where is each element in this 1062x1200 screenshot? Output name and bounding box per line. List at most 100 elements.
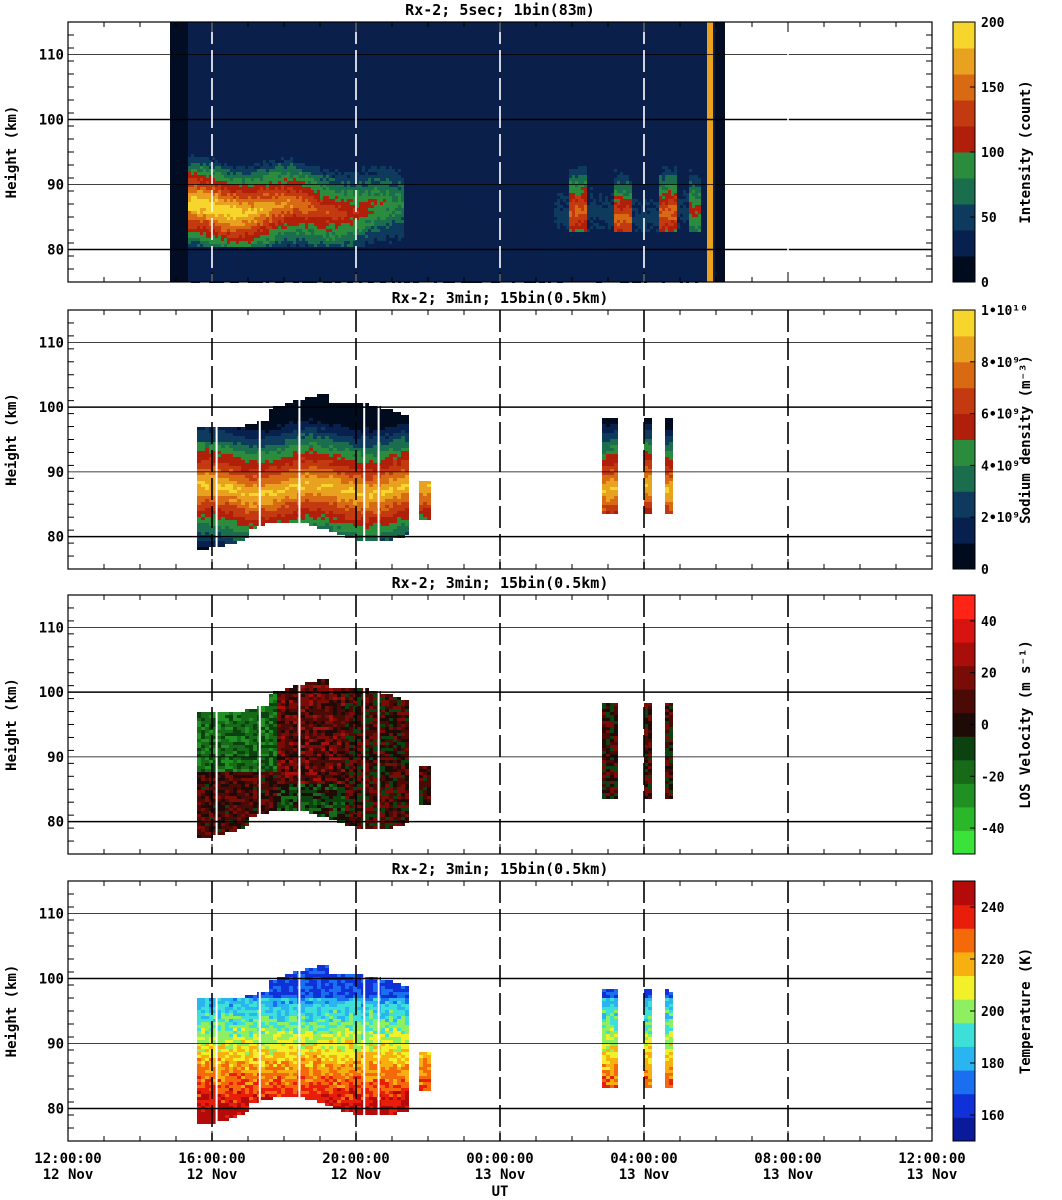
intensity-cell	[572, 250, 575, 253]
intensity-cell	[227, 229, 230, 232]
intensity-cell	[620, 274, 623, 277]
intensity-cell	[365, 205, 368, 208]
data-cell	[213, 529, 217, 532]
data-cell	[277, 469, 281, 472]
intensity-cell	[353, 217, 356, 220]
intensity-cell	[656, 217, 659, 220]
intensity-cell	[500, 277, 503, 280]
data-cell	[253, 475, 257, 478]
intensity-cell	[323, 244, 326, 247]
intensity-cell	[647, 184, 650, 187]
intensity-cell	[221, 166, 224, 169]
intensity-cell	[347, 211, 350, 214]
intensity-cell	[326, 223, 329, 226]
intensity-cell	[380, 235, 383, 238]
intensity-cell	[272, 199, 275, 202]
intensity-cell	[662, 244, 665, 247]
intensity-cell	[368, 199, 371, 202]
intensity-cell	[590, 250, 593, 253]
intensity-cell	[656, 211, 659, 214]
intensity-cell	[188, 214, 191, 217]
intensity-cell	[302, 211, 305, 214]
intensity-cell	[227, 196, 230, 199]
intensity-cell	[308, 175, 311, 178]
intensity-cell	[389, 256, 392, 259]
intensity-cell	[569, 268, 572, 271]
intensity-cell	[566, 250, 569, 253]
intensity-cell	[302, 232, 305, 235]
intensity-cell	[695, 226, 698, 229]
intensity-cell	[620, 265, 623, 268]
intensity-cell	[653, 226, 656, 229]
data-cell	[221, 502, 225, 505]
data-cell	[245, 451, 249, 454]
data-cell	[213, 526, 217, 529]
intensity-cell	[581, 202, 584, 205]
intensity-cell	[281, 217, 284, 220]
intensity-cell	[554, 223, 557, 226]
intensity-cell	[623, 247, 626, 250]
intensity-cell	[593, 196, 596, 199]
intensity-cell	[314, 205, 317, 208]
intensity-cell	[344, 241, 347, 244]
intensity-cell	[323, 214, 326, 217]
intensity-cell	[659, 193, 662, 196]
intensity-cell	[620, 250, 623, 253]
intensity-cell	[698, 223, 701, 226]
intensity-cell	[452, 259, 455, 262]
intensity-cell	[248, 193, 251, 196]
data-cell	[201, 544, 205, 547]
intensity-cell	[623, 205, 626, 208]
intensity-cell	[272, 160, 275, 163]
data-cell	[205, 478, 209, 481]
intensity-cell	[569, 226, 572, 229]
data-cell	[237, 445, 241, 448]
intensity-cell	[566, 241, 569, 244]
intensity-cell	[191, 169, 194, 172]
intensity-cell	[389, 169, 392, 172]
intensity-cell	[227, 172, 230, 175]
data-cell	[229, 451, 233, 454]
intensity-cell	[365, 214, 368, 217]
intensity-cell	[305, 244, 308, 247]
intensity-cell	[248, 208, 251, 211]
intensity-cell	[353, 229, 356, 232]
intensity-cell	[365, 271, 368, 274]
intensity-cell	[302, 199, 305, 202]
intensity-cell	[383, 172, 386, 175]
intensity-cell	[248, 223, 251, 226]
intensity-cell	[287, 169, 290, 172]
data-cell	[277, 478, 281, 481]
intensity-cell	[584, 226, 587, 229]
data-cell	[273, 487, 277, 490]
intensity-cell	[566, 205, 569, 208]
intensity-cell	[584, 232, 587, 235]
intensity-cell	[398, 214, 401, 217]
intensity-cell	[359, 235, 362, 238]
intensity-cell	[662, 229, 665, 232]
intensity-cell	[203, 175, 206, 178]
intensity-cell	[197, 238, 200, 241]
intensity-cell	[188, 202, 191, 205]
intensity-cell	[398, 250, 401, 253]
intensity-cell	[266, 271, 269, 274]
intensity-cell	[305, 214, 308, 217]
intensity-cell	[188, 241, 191, 244]
data-cell	[273, 451, 277, 454]
intensity-cell	[383, 199, 386, 202]
intensity-cell	[383, 220, 386, 223]
intensity-cell	[650, 217, 653, 220]
data-cell	[281, 481, 285, 484]
intensity-cell	[233, 202, 236, 205]
intensity-cell	[608, 220, 611, 223]
intensity-cell	[626, 202, 629, 205]
data-cell	[225, 520, 229, 523]
data-cell	[221, 427, 225, 430]
intensity-cell	[215, 226, 218, 229]
colorbar-segment	[953, 256, 975, 283]
data-cell	[201, 532, 205, 535]
data-cell	[201, 538, 205, 541]
data-cell	[261, 439, 265, 442]
data-cell	[229, 448, 233, 451]
data-cell	[241, 526, 245, 529]
